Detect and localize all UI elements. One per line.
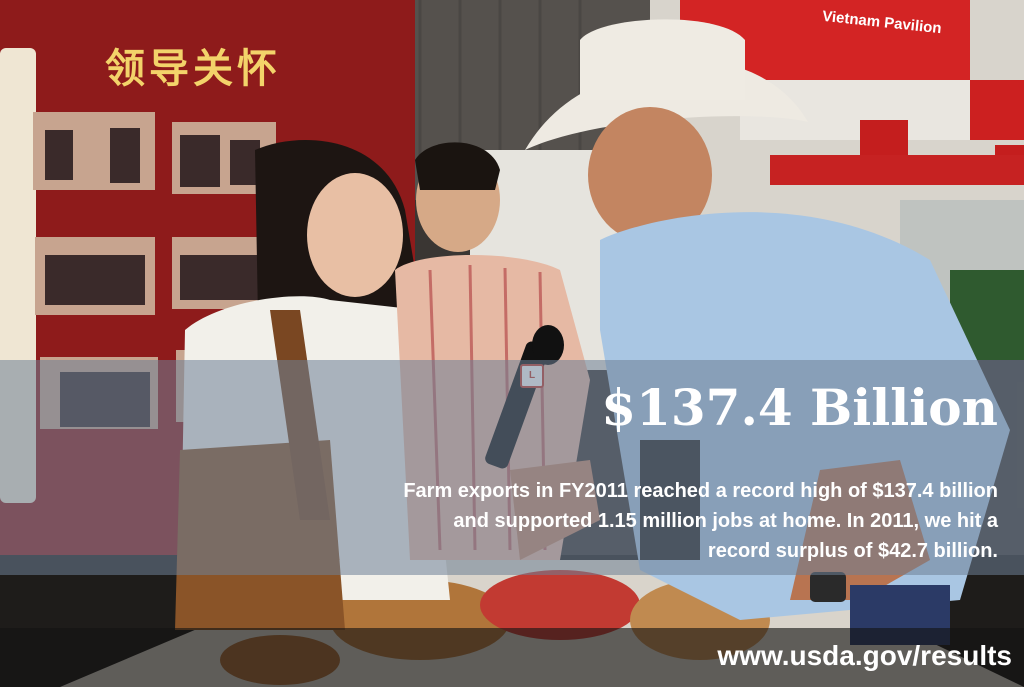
banner-title: 领导关怀 — [105, 45, 281, 92]
caption-line: and supported 1.15 million jobs at home.… — [453, 510, 998, 532]
footer-url[interactable]: www.usda.gov/results — [717, 640, 1012, 671]
footer-bar — [0, 628, 1024, 687]
stat-overlay — [0, 360, 1024, 575]
stat-caption: Farm exports in FY2011 reached a record … — [238, 476, 998, 566]
caption-line: record surplus of $42.7 billion. — [707, 540, 998, 562]
caption-line: Farm exports in FY2011 reached a record … — [403, 480, 998, 502]
stat-headline: $137.4 Billion — [601, 378, 998, 437]
